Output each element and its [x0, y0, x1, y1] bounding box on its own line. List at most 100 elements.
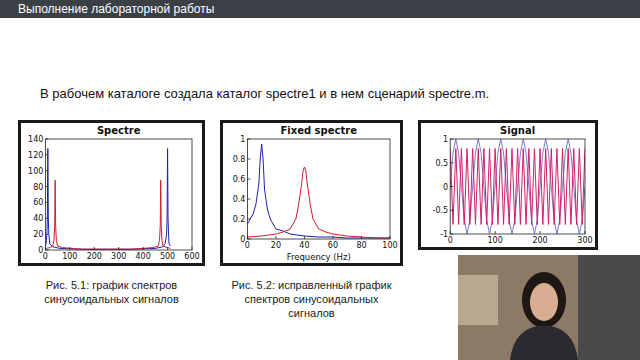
- y-tick-label: 100: [28, 167, 43, 176]
- series-line: [450, 139, 585, 234]
- chart-title: Signal: [500, 125, 535, 136]
- x-tick: [45, 247, 46, 250]
- y-tick-label: -0.5: [433, 206, 449, 215]
- x-tick-label: 200: [532, 236, 547, 245]
- x-tick-label: 300: [577, 236, 592, 245]
- y-tick-label: -1: [440, 230, 448, 239]
- series-line: [45, 149, 170, 250]
- chart: Signal 0 100 200 300 -1 -0.5 0 0.5 1: [421, 123, 595, 247]
- plot-frame: [45, 139, 192, 250]
- x-tick: [275, 236, 276, 239]
- y-tick: [247, 199, 250, 200]
- series-line: [45, 180, 170, 249]
- x-tick-label: 0: [245, 241, 250, 250]
- x-tick: [167, 247, 168, 250]
- x-tick: [495, 231, 496, 234]
- x-tick: [585, 231, 586, 234]
- y-tick-label: 0.4: [233, 195, 246, 204]
- y-tick: [247, 179, 250, 180]
- y-tick-label: 0: [443, 183, 448, 192]
- y-tick: [45, 250, 48, 251]
- caption: Рис. 5.1: график спектров синусоидальных…: [18, 278, 205, 306]
- x-tick-label: 0: [43, 252, 48, 261]
- y-tick: [450, 186, 453, 187]
- series-line: [247, 167, 390, 238]
- hair: [522, 272, 566, 328]
- figure-frame: Signal 0 100 200 300 -1 -0.5 0 0.5 1: [418, 120, 598, 250]
- y-tick-label: 40: [33, 214, 43, 223]
- plot-area: [247, 144, 390, 238]
- shelf: [578, 255, 640, 360]
- x-tick-label: 0: [448, 236, 453, 245]
- y-tick: [247, 219, 250, 220]
- face: [530, 283, 558, 321]
- x-tick-label: 600: [184, 252, 199, 261]
- x-tick: [304, 236, 305, 239]
- y-tick: [450, 139, 453, 140]
- y-tick: [247, 139, 250, 140]
- x-tick: [332, 236, 333, 239]
- y-tick-label: 0.6: [233, 175, 246, 184]
- wall: [458, 255, 640, 360]
- y-tick: [45, 218, 48, 219]
- y-tick: [45, 170, 48, 171]
- x-tick: [361, 236, 362, 239]
- y-tick: [450, 210, 453, 211]
- y-tick: [45, 154, 48, 155]
- y-tick-label: 0.8: [233, 155, 246, 164]
- series-line: [450, 149, 585, 225]
- x-tick-label: 100: [382, 241, 397, 250]
- series-line: [247, 144, 390, 238]
- y-tick-label: 0.5: [435, 159, 448, 168]
- x-tick: [143, 247, 144, 250]
- x-tick: [118, 247, 119, 250]
- x-tick: [69, 247, 70, 250]
- x-tick-label: 40: [299, 241, 309, 250]
- x-tick-label: 60: [328, 241, 338, 250]
- y-tick-label: 0: [240, 235, 245, 244]
- plot-frame: [247, 139, 390, 239]
- y-tick: [45, 139, 48, 140]
- y-tick-label: 1: [443, 135, 448, 144]
- door: [458, 275, 498, 325]
- y-tick-label: 80: [33, 183, 43, 192]
- y-tick: [45, 202, 48, 203]
- y-tick-label: 60: [33, 198, 43, 207]
- x-tick: [94, 247, 95, 250]
- y-tick-label: 20: [33, 230, 43, 239]
- chart: Spectre010020030040050060002040608010012…: [21, 123, 202, 263]
- x-tick-label: 400: [135, 252, 150, 261]
- x-tick: [450, 231, 451, 234]
- x-tick: [390, 236, 391, 239]
- y-tick: [45, 186, 48, 187]
- x-tick: [192, 247, 193, 250]
- y-tick: [247, 239, 250, 240]
- y-tick-label: 1: [240, 135, 245, 144]
- x-tick-label: 300: [111, 252, 126, 261]
- webcam-scene: [458, 255, 640, 360]
- x-tick-label: 100: [62, 252, 77, 261]
- plot-area: [45, 149, 170, 250]
- y-tick-label: 120: [28, 151, 43, 160]
- x-tick: [540, 231, 541, 234]
- y-tick-label: 0: [38, 246, 43, 255]
- plot-frame: [450, 139, 585, 234]
- caption: Рис. 5.2: исправленный график спектров с…: [220, 278, 403, 320]
- y-tick: [45, 234, 48, 235]
- figure-frame: Fixed spectre02040608010000.20.40.60.81F…: [220, 120, 403, 266]
- y-tick: [450, 162, 453, 163]
- y-tick: [450, 234, 453, 235]
- figure-frame: Spectre010020030040050060002040608010012…: [18, 120, 205, 266]
- x-tick-label: 500: [160, 252, 175, 261]
- slide-header: Выполнение лабораторной работы: [0, 0, 640, 18]
- x-tick: [247, 236, 248, 239]
- x-tick-label: 100: [487, 236, 502, 245]
- y-tick: [247, 159, 250, 160]
- x-tick-label: 20: [271, 241, 281, 250]
- y-tick-label: 140: [28, 135, 43, 144]
- x-tick-label: 80: [356, 241, 366, 250]
- chart-title: Spectre: [97, 125, 141, 136]
- torso: [510, 325, 578, 360]
- plot-area: [450, 139, 585, 234]
- slide-text: В рабочем каталоге создала каталог spect…: [40, 86, 489, 101]
